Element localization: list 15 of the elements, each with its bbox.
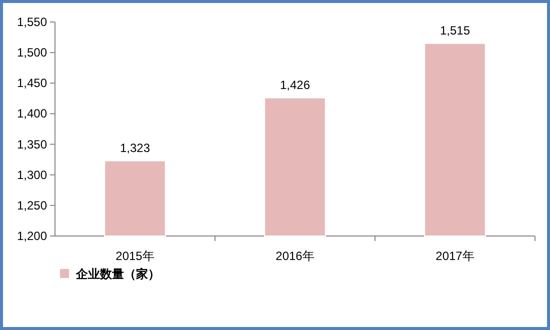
- y-tick-label: 1,350: [16, 137, 48, 152]
- y-tick-label: 1,200: [16, 229, 48, 243]
- y-tick-label: 1,450: [16, 76, 48, 90]
- legend-label: 企业数量（家）: [75, 267, 160, 281]
- y-tick-label: 1,500: [16, 46, 48, 60]
- x-tick-label: 2016年: [276, 249, 314, 263]
- x-tick-label: 2017年: [436, 249, 474, 263]
- y-tick-label: 1,400: [16, 106, 48, 121]
- data-label: 1,426: [280, 78, 310, 92]
- data-label: 1,515: [440, 23, 470, 38]
- x-tick-label: 2015年: [116, 249, 154, 263]
- data-label: 1,323: [120, 140, 150, 155]
- y-tick-label: 1,250: [16, 198, 48, 212]
- y-tick-label: 1,300: [16, 168, 48, 182]
- y-tick-label: 1,550: [16, 15, 48, 29]
